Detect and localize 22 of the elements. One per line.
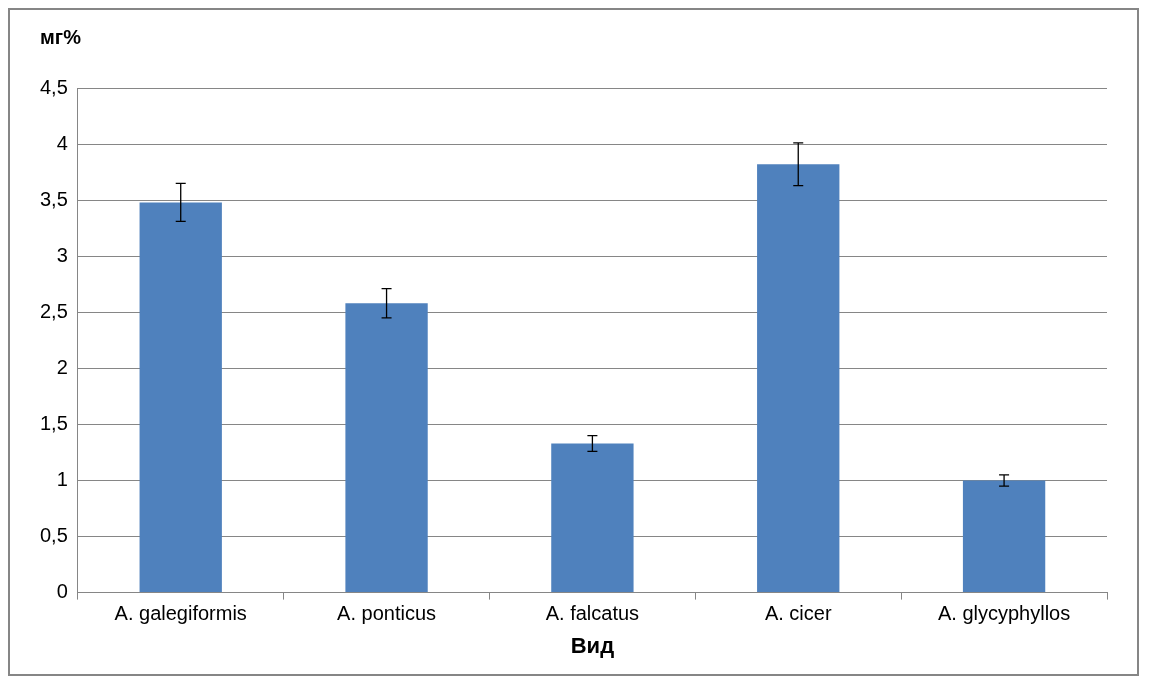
y-tick-label: 1 bbox=[56, 467, 68, 490]
y-tick-label: 4 bbox=[56, 131, 68, 154]
y-tick-label: 1,5 bbox=[39, 411, 68, 434]
y-axis-title: мг% bbox=[40, 25, 82, 48]
y-tick-label: 2,5 bbox=[39, 299, 68, 322]
bar bbox=[962, 480, 1046, 593]
x-tick-label: A. cicer bbox=[764, 602, 832, 625]
x-tick-label: A. glycyphyllos bbox=[937, 602, 1071, 625]
x-tick-label: A. galegiformis bbox=[114, 602, 247, 625]
y-tick-label: 3,5 bbox=[39, 187, 68, 210]
bar bbox=[551, 443, 634, 593]
y-tick-label: 0 bbox=[56, 580, 68, 603]
bar bbox=[139, 202, 222, 593]
y-tick-label: 2 bbox=[56, 355, 68, 378]
y-tick-label: 3 bbox=[56, 243, 68, 266]
bar bbox=[757, 164, 840, 593]
x-tick-label: A. falcatus bbox=[545, 602, 640, 625]
bar bbox=[345, 303, 428, 593]
y-tick-label: 0,5 bbox=[39, 524, 68, 547]
y-tick-label: 4,5 bbox=[39, 75, 68, 98]
x-tick-label: A. ponticus bbox=[337, 602, 437, 625]
x-axis-title: Вид bbox=[570, 632, 615, 658]
